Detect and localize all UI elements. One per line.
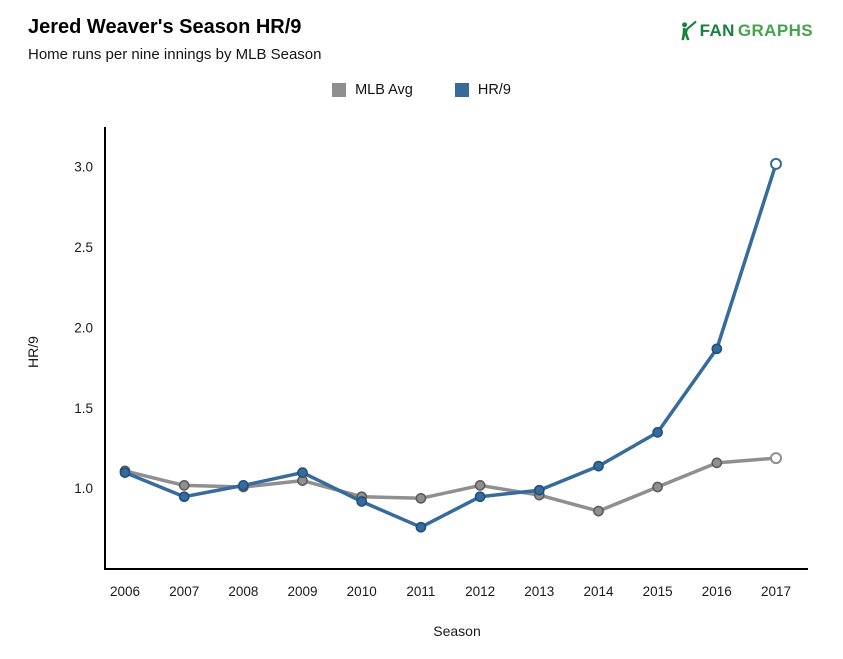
data-point-hr-9-2017 — [770, 157, 782, 170]
title-block: Jered Weaver's Season HR/9 Home runs per… — [28, 16, 322, 63]
x-tick-label: 2017 — [761, 584, 791, 599]
x-tick-label: 2007 — [169, 584, 199, 599]
data-point-hr-9-2014 — [593, 460, 604, 472]
logo-text-fan: FAN — [699, 21, 735, 40]
y-tick-label: 2.5 — [74, 240, 93, 255]
data-point-hr-9-2016 — [711, 343, 723, 355]
y-tick-label: 1.5 — [74, 401, 93, 416]
legend-swatch-hr9 — [454, 83, 469, 97]
y-axis-title: HR/9 — [25, 336, 41, 368]
x-tick-label: 2011 — [406, 584, 435, 599]
data-point-hr-9-2008 — [238, 480, 249, 491]
fangraphs-batter-icon — [676, 20, 697, 42]
series-line-mlb-avg — [123, 456, 778, 513]
chart-area: 1.0 1.5 2.0 2.5 3.0 2006 2007 2008 2009 2010 2011 2… — [0, 107, 843, 652]
x-tick-label: 2013 — [524, 584, 554, 599]
data-point-hr-9-2010 — [356, 496, 368, 507]
x-tick-label: 2009 — [287, 584, 317, 599]
data-point-mlb-avg-2007 — [178, 480, 190, 491]
chart-subtitle: Home runs per nine innings by MLB Season — [28, 46, 322, 63]
data-point-hr-9-2006 — [119, 467, 131, 478]
logo-text-graphs: GRAPHS — [737, 21, 813, 40]
legend-swatch-mlb-avg — [332, 83, 347, 97]
x-tick-label: 2010 — [347, 584, 377, 599]
x-axis-title: Season — [433, 623, 480, 639]
chart-header: Jered Weaver's Season HR/9 Home runs per… — [0, 0, 843, 63]
data-point-hr-9-2011 — [415, 521, 427, 533]
data-point-hr-9-2009 — [297, 467, 308, 478]
data-point-hr-9-2015 — [652, 427, 663, 438]
x-tick-label: 2012 — [465, 584, 495, 599]
data-point-mlb-avg-2016 — [711, 457, 723, 469]
data-point-mlb-avg-2014 — [593, 505, 604, 517]
data-point-mlb-avg-2012 — [474, 480, 486, 491]
chart-title: Jered Weaver's Season HR/9 — [28, 16, 302, 38]
x-tick-label: 2006 — [110, 584, 140, 599]
data-point-mlb-avg-2017 — [770, 452, 782, 465]
data-point-hr-9-2013 — [533, 484, 545, 496]
legend-label-hr9: HR/9 — [477, 82, 511, 98]
data-point-mlb-avg-2011 — [415, 492, 427, 504]
fangraphs-logo: FAN GRAPHS — [676, 20, 813, 42]
x-tick-label: 2014 — [583, 584, 614, 599]
y-tick-label: 3.0 — [74, 160, 93, 175]
series-line-hr-9 — [123, 162, 778, 529]
data-point-mlb-avg-2015 — [652, 481, 663, 493]
legend-label-mlb-avg: MLB Avg — [355, 82, 413, 98]
x-tick-label: 2015 — [643, 584, 673, 599]
x-tick-label: 2008 — [228, 584, 258, 599]
data-point-hr-9-2007 — [178, 491, 190, 503]
y-tick-label: 2.0 — [74, 320, 93, 335]
y-tick-label: 1.0 — [74, 481, 93, 496]
chart-legend: MLB Avg HR/9 — [0, 79, 843, 101]
data-point-hr-9-2012 — [474, 491, 486, 503]
legend-item-hr9: HR/9 — [454, 82, 511, 98]
legend-item-mlb-avg: MLB Avg — [332, 82, 413, 98]
chart-svg: 1.0 1.5 2.0 2.5 3.0 2006 2007 2008 2009 2010 2011 2… — [25, 127, 808, 639]
x-tick-label: 2016 — [702, 584, 732, 599]
